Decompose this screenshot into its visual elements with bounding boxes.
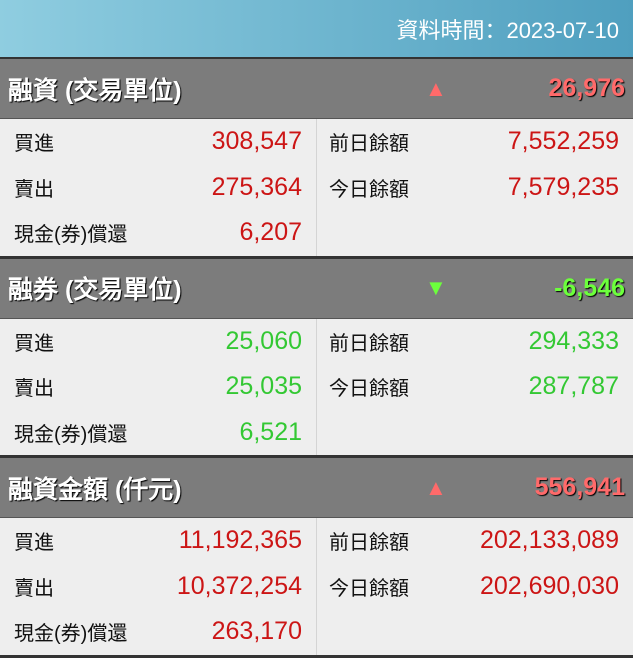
row-label: 現金(券)償還 — [14, 623, 128, 646]
left-column: 買進 11,192,365 賣出 10,372,254 現金(券)償還 263,… — [0, 518, 317, 655]
row-label: 買進 — [14, 532, 54, 555]
row-label: 賣出 — [14, 178, 54, 201]
section-header: 融券 (交易單位) ▼ -6,546 — [0, 258, 633, 319]
data-row: 現金(券)償還 263,170 — [0, 609, 316, 655]
row-label: 現金(券)償還 — [14, 224, 128, 247]
data-row: 現金(券)償還 6,207 — [0, 210, 316, 256]
right-column: 前日餘額 7,552,259 今日餘額 7,579,235 — [317, 119, 633, 256]
data-row: 現金(券)償還 6,521 — [0, 410, 316, 456]
row-value: 6,521 — [239, 417, 302, 446]
row-label: 今日餘額 — [329, 577, 409, 600]
data-row: 前日餘額 202,133,089 — [317, 518, 633, 564]
section-header: 融資 (交易單位) ▲ 26,976 — [0, 59, 633, 119]
row-label: 買進 — [14, 133, 54, 156]
data-row: 今日餘額 7,579,235 — [317, 165, 633, 211]
data-row: 今日餘額 202,690,030 — [317, 564, 633, 610]
data-row: 今日餘額 287,787 — [317, 364, 633, 410]
row-label: 前日餘額 — [329, 532, 409, 555]
section-body: 買進 11,192,365 賣出 10,372,254 現金(券)償還 263,… — [0, 518, 633, 658]
row-label: 買進 — [14, 332, 54, 355]
row-value: 25,060 — [225, 326, 302, 355]
row-value: 294,333 — [528, 326, 619, 355]
sections: 融資 (交易單位) ▲ 26,976 買進 308,547 賣出 275,364… — [0, 59, 633, 658]
data-row: 賣出 275,364 — [0, 165, 316, 211]
row-label: 今日餘額 — [329, 178, 409, 201]
row-value: 308,547 — [211, 127, 302, 156]
row-value: 202,690,030 — [479, 571, 619, 600]
data-row: 賣出 10,372,254 — [0, 564, 316, 610]
row-label: 現金(券)償還 — [14, 423, 128, 446]
section-header: 融資金額 (仟元) ▲ 556,941 — [0, 458, 633, 518]
section-title: 融資金額 (仟元) — [8, 475, 182, 504]
section-title: 融券 (交易單位) — [8, 276, 182, 304]
row-value: 263,170 — [211, 617, 302, 646]
row-value: 202,133,089 — [479, 526, 619, 555]
section-change: 26,976 — [548, 74, 625, 102]
row-value: 11,192,365 — [178, 526, 302, 555]
data-row: 前日餘額 7,552,259 — [317, 119, 633, 165]
section-body: 買進 308,547 賣出 275,364 現金(券)償還 6,207 前日餘額… — [0, 119, 633, 259]
right-column: 前日餘額 202,133,089 今日餘額 202,690,030 — [317, 518, 633, 655]
data-row: 買進 308,547 — [0, 119, 316, 165]
left-column: 買進 308,547 賣出 275,364 現金(券)償還 6,207 — [0, 119, 317, 256]
section-change: 556,941 — [534, 473, 625, 501]
row-value: 7,579,235 — [507, 172, 619, 201]
arrow-down-icon: ▼ — [425, 275, 447, 300]
row-value: 7,552,259 — [507, 127, 619, 156]
arrow-up-icon: ▲ — [425, 75, 447, 101]
section-change: -6,546 — [554, 273, 625, 302]
right-column: 前日餘額 294,333 今日餘額 287,787 — [317, 319, 633, 456]
row-value: 6,207 — [239, 218, 302, 247]
top-bar: 資料時間：2023-07-10 — [0, 0, 633, 59]
row-value: 275,364 — [211, 172, 302, 201]
data-row: 買進 25,060 — [0, 319, 316, 365]
row-label: 賣出 — [14, 378, 54, 401]
data-row: 賣出 25,035 — [0, 364, 316, 410]
row-value: 25,035 — [225, 372, 302, 401]
section-body: 買進 25,060 賣出 25,035 現金(券)償還 6,521 前日餘額 2… — [0, 318, 633, 458]
row-label: 前日餘額 — [329, 133, 409, 156]
row-label: 今日餘額 — [329, 378, 409, 401]
left-column: 買進 25,060 賣出 25,035 現金(券)償還 6,521 — [0, 318, 317, 456]
data-row: 前日餘額 294,333 — [317, 319, 633, 365]
row-value: 10,372,254 — [176, 571, 302, 600]
arrow-up-icon: ▲ — [425, 474, 447, 500]
data-time: 資料時間：2023-07-10 — [396, 17, 619, 43]
row-label: 賣出 — [14, 577, 54, 600]
row-value: 287,787 — [528, 372, 619, 401]
row-label: 前日餘額 — [329, 332, 409, 355]
data-row: 買進 11,192,365 — [0, 518, 316, 564]
section-title: 融資 (交易單位) — [8, 76, 182, 105]
